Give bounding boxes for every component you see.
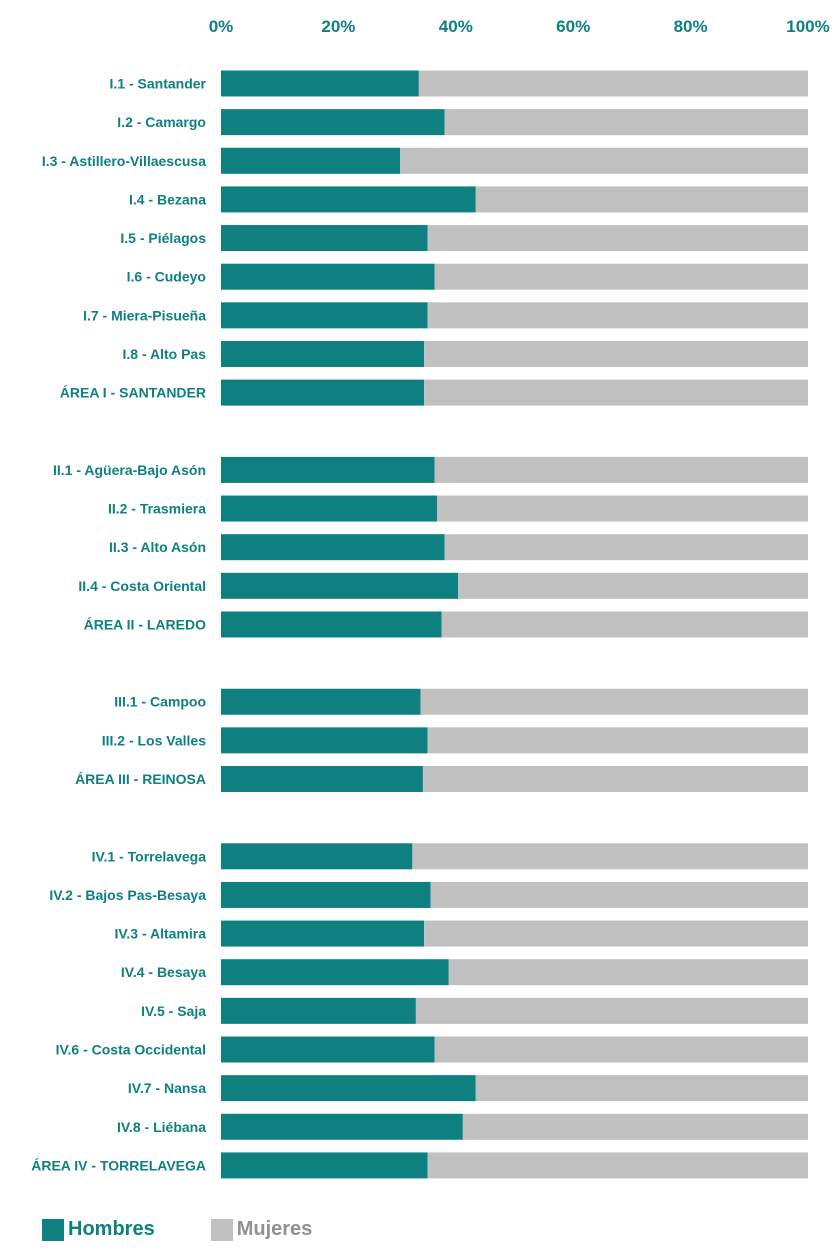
bar-mujeres (427, 1152, 808, 1179)
legend-item-hombres: Hombres (42, 1218, 155, 1241)
category-label: II.4 - Costa Oriental (78, 578, 206, 594)
bar-hombres (221, 109, 445, 136)
bar-hombres (221, 1113, 463, 1140)
bars (221, 70, 808, 1179)
bar-hombres (221, 1075, 476, 1102)
bar-hombres (221, 572, 459, 599)
bar-mujeres (448, 959, 808, 986)
bar-hombres (221, 1152, 428, 1179)
bar-hombres (221, 379, 425, 406)
legend-label-mujeres: Mujeres (236, 1218, 313, 1240)
category-label: II.3 - Alto Asón (109, 539, 206, 555)
legend-item-mujeres: Mujeres (210, 1218, 313, 1241)
category-label: I.1 - Santander (110, 76, 207, 92)
category-label: II.1 - Agüera-Bajo Asón (53, 462, 206, 478)
bar-hombres (221, 611, 442, 638)
bar-hombres (221, 766, 423, 793)
category-label: ÁREA II - LAREDO (84, 616, 206, 632)
bar-hombres (221, 302, 428, 329)
legend-swatch-hombres (42, 1218, 64, 1241)
x-axis-ticks: 0% 20% 40% 60% 80% 100% (209, 17, 830, 36)
category-label: IV.6 - Costa Occidental (56, 1042, 206, 1058)
category-label: I.7 - Miera-Pisueña (83, 307, 206, 323)
bar-hombres (221, 920, 425, 947)
category-label: ÁREA III - REINOSA (75, 771, 206, 787)
bar-hombres (221, 1036, 435, 1063)
bar-mujeres (400, 147, 808, 174)
bar-mujeres (458, 572, 808, 599)
x-tick-label: 20% (321, 17, 355, 36)
category-label: I.4 - Bezana (129, 191, 206, 207)
legend: Hombres Mujeres (42, 1218, 368, 1241)
bar-mujeres (418, 70, 808, 97)
category-label: II.2 - Trasmiera (108, 501, 206, 517)
category-label: I.2 - Camargo (117, 114, 206, 130)
x-tick-label: 60% (556, 17, 590, 36)
bar-hombres (221, 997, 416, 1024)
category-label: IV.1 - Torrelavega (92, 848, 207, 864)
category-label: I.5 - Piélagos (120, 230, 206, 246)
bar-mujeres (434, 1036, 808, 1063)
category-label: I.8 - Alto Pas (122, 346, 206, 362)
bar-mujeres (430, 881, 808, 908)
bar-mujeres (427, 302, 808, 329)
category-label: ÁREA I - SANTANDER (60, 385, 206, 401)
bar-mujeres (424, 379, 808, 406)
bar-mujeres (415, 997, 808, 1024)
category-label: IV.2 - Bajos Pas-Besaya (49, 887, 206, 903)
bar-mujeres (462, 1113, 808, 1140)
bar-hombres (221, 727, 428, 754)
bar-mujeres (412, 843, 808, 870)
bar-hombres (221, 147, 401, 174)
category-label: III.2 - Los Valles (102, 732, 206, 748)
bar-mujeres (434, 456, 808, 483)
category-label: IV.3 - Altamira (114, 926, 206, 942)
bar-mujeres (444, 109, 808, 136)
bar-hombres (221, 534, 445, 561)
bar-hombres (221, 186, 476, 213)
bar-hombres (221, 843, 413, 870)
category-label: IV.5 - Saja (141, 1003, 206, 1019)
bar-mujeres (475, 186, 808, 213)
x-tick-label: 0% (209, 17, 234, 36)
category-labels: I.1 - Santander I.2 - Camargo I.3 - Astill… (31, 76, 206, 1174)
x-tick-label: 100% (786, 17, 829, 36)
bar-mujeres (437, 495, 808, 522)
bar-mujeres (420, 688, 808, 715)
bar-hombres (221, 340, 425, 367)
category-label: III.1 - Campoo (114, 694, 206, 710)
bar-hombres (221, 959, 449, 986)
category-label: IV.4 - Besaya (121, 964, 206, 980)
bar-hombres (221, 263, 435, 290)
bar-mujeres (441, 611, 808, 638)
bar-hombres (221, 456, 435, 483)
bar-mujeres (427, 225, 808, 252)
category-label: IV.8 - Liébana (117, 1119, 206, 1135)
category-label: ÁREA IV - TORRELAVEGA (31, 1157, 206, 1173)
legend-label-hombres: Hombres (68, 1218, 155, 1240)
category-label: I.3 - Astillero-Villaescusa (42, 153, 206, 169)
bar-mujeres (422, 766, 808, 793)
bar-mujeres (424, 340, 808, 367)
x-tick-label: 80% (674, 17, 708, 36)
legend-swatch-mujeres (210, 1218, 233, 1241)
bar-hombres (221, 225, 428, 252)
bar-mujeres (424, 920, 808, 947)
bar-mujeres (475, 1075, 808, 1102)
bar-mujeres (427, 727, 808, 754)
bar-mujeres (444, 534, 808, 561)
category-label: IV.7 - Nansa (128, 1080, 206, 1096)
bar-hombres (221, 881, 431, 908)
category-label: I.6 - Cudeyo (127, 269, 206, 285)
bar-hombres (221, 495, 438, 522)
bar-mujeres (434, 263, 808, 290)
bar-hombres (221, 70, 419, 97)
bar-hombres (221, 688, 421, 715)
x-tick-label: 40% (439, 17, 473, 36)
